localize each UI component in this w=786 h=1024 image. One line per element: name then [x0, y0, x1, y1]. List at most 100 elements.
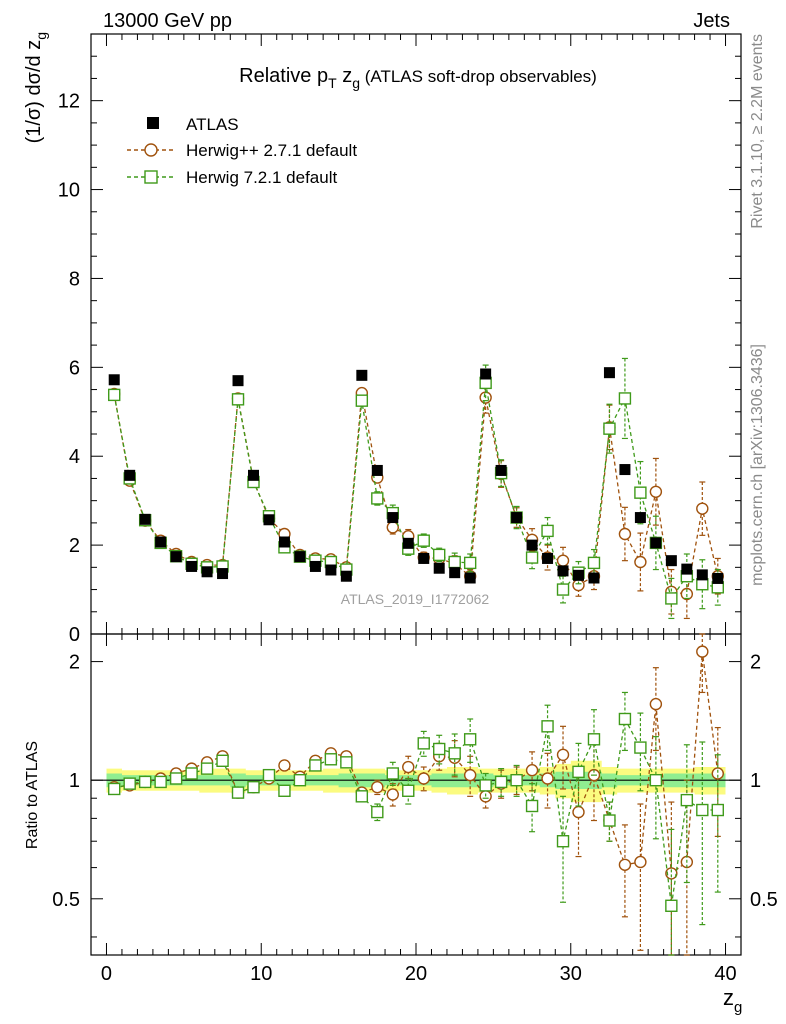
- ratio-point-herwigpp: [417, 772, 430, 785]
- ratio-point-herwig7: [309, 759, 322, 772]
- data-point-atlas: [248, 469, 259, 481]
- ratio-point-herwig7: [448, 747, 461, 760]
- data-point-herwigpp: [696, 502, 709, 515]
- data-point-atlas: [634, 512, 646, 524]
- x-tick-label: 10: [250, 963, 272, 985]
- ratio-point-herwig7: [463, 733, 477, 746]
- title-sub-t: T: [328, 75, 337, 91]
- data-point-atlas: [650, 537, 662, 549]
- ratio-point-herwigpp: [556, 748, 570, 761]
- ratio-point-herwigpp: [711, 767, 724, 780]
- data-point-atlas: [619, 464, 631, 476]
- ratio-line-herwigpp: [114, 651, 719, 875]
- series-line-herwigpp: [113, 392, 719, 595]
- y-tick-label-main: 2: [69, 535, 80, 557]
- y-tick-label-main: 4: [69, 446, 80, 468]
- y-tick-label-main: 0: [69, 624, 80, 646]
- ratio-point-herwigpp: [541, 772, 554, 785]
- x-axis-label: zg: [723, 985, 742, 1016]
- data-point-atlas: [139, 513, 151, 525]
- data-point-atlas: [371, 464, 383, 476]
- data-point-atlas: [557, 565, 569, 577]
- mcplots-info-label: mcplots.cern.ch [arXiv:1306.3436]: [749, 344, 766, 586]
- ratio-point-herwig7: [138, 775, 152, 789]
- data-point-atlas: [588, 572, 600, 584]
- ratio-point-herwig7: [123, 777, 136, 790]
- ratio-point-herwig7: [154, 775, 167, 789]
- y-tick-label-main: 8: [69, 268, 80, 290]
- ratio-point-herwigpp: [696, 645, 709, 658]
- data-point-herwig7: [634, 486, 647, 499]
- title-sub-g: g: [352, 75, 360, 91]
- legend-label-herwig7: Herwig 7.2.1 default: [186, 168, 337, 187]
- x-tick-label: 0: [101, 963, 112, 985]
- analysis-watermark: ATLAS_2019_I1772062: [341, 591, 490, 607]
- ratio-point-herwigpp: [386, 788, 399, 801]
- data-point-herwigpp: [649, 485, 663, 498]
- data-point-herwig7: [665, 592, 678, 605]
- y-tick-label-ratio: 0.5: [52, 889, 80, 911]
- ratio-point-herwig7: [169, 772, 183, 785]
- header-right-label: Jets: [693, 10, 730, 32]
- data-point-atlas: [495, 464, 507, 476]
- data-point-atlas: [387, 512, 399, 524]
- data-point-atlas: [263, 514, 275, 526]
- data-point-atlas: [542, 552, 554, 564]
- ratio-point-herwig7: [696, 803, 709, 817]
- ratio-point-herwig7: [293, 773, 307, 787]
- data-point-atlas: [294, 551, 306, 563]
- ratio-point-herwig7: [433, 742, 446, 756]
- data-point-herwigpp: [556, 554, 570, 567]
- ratio-point-herwig7: [541, 720, 554, 733]
- data-point-herwig7: [618, 392, 632, 405]
- data-point-atlas: [402, 537, 414, 549]
- data-point-atlas: [217, 568, 229, 580]
- data-point-atlas: [665, 555, 677, 567]
- data-point-atlas: [201, 566, 213, 578]
- ratio-point-herwigpp: [665, 867, 678, 880]
- data-point-herwig7: [448, 555, 461, 569]
- data-point-herwig7: [417, 534, 430, 547]
- data-point-atlas: [124, 469, 136, 481]
- data-point-atlas: [526, 539, 538, 551]
- data-point-atlas: [511, 512, 523, 524]
- y-tick-label-main: 12: [58, 91, 80, 113]
- ratio-point-herwig7: [185, 767, 198, 780]
- y-tick-label-main: 6: [69, 357, 80, 379]
- data-point-herwig7: [541, 524, 554, 538]
- data-point-atlas: [108, 374, 120, 386]
- data-point-atlas: [232, 375, 244, 387]
- ratio-point-herwigpp: [463, 768, 477, 782]
- title-mid: z: [337, 65, 353, 87]
- data-point-atlas: [340, 570, 352, 582]
- ratio-point-herwig7: [108, 782, 121, 796]
- data-point-atlas: [433, 562, 445, 574]
- legend: ATLAS Herwig++ 2.7.1 default Herwig 7.2.…: [127, 115, 357, 187]
- data-point-atlas: [356, 369, 368, 381]
- legend-marker-herwig7: [144, 170, 158, 184]
- data-point-herwigpp: [634, 555, 647, 569]
- header-left-label: 13000 GeV pp: [103, 10, 232, 32]
- legend-marker-atlas: [147, 117, 159, 129]
- ratio-point-herwig7: [386, 767, 399, 780]
- ratio-line-herwig7: [113, 716, 718, 906]
- ratio-point-herwig7: [262, 768, 276, 782]
- ratio-point-herwigpp: [618, 858, 632, 871]
- data-point-herwig7: [371, 492, 384, 505]
- data-point-atlas: [603, 367, 615, 379]
- legend-label-atlas: ATLAS: [186, 115, 239, 134]
- rivet-info-label: Rivet 3.1.10, ≥ 2.2M events: [749, 34, 766, 229]
- ratio-point-herwig7: [247, 780, 260, 794]
- ratio-point-herwig7: [510, 773, 523, 787]
- x-tick-label: 20: [405, 963, 427, 985]
- title-suffix: (ATLAS soft-drop observables): [360, 67, 597, 86]
- y-tick-label-ratio-right: 2: [750, 652, 761, 674]
- y-tick-label-ratio: 2: [69, 652, 80, 674]
- y-tick-label-ratio-right: 0.5: [750, 889, 778, 911]
- data-point-herwig7: [463, 556, 477, 570]
- ratio-y-axis-label: Ratio to ATLAS: [24, 741, 41, 849]
- y-tick-label-ratio-right: 1: [750, 770, 761, 792]
- data-point-herwig7: [231, 393, 245, 406]
